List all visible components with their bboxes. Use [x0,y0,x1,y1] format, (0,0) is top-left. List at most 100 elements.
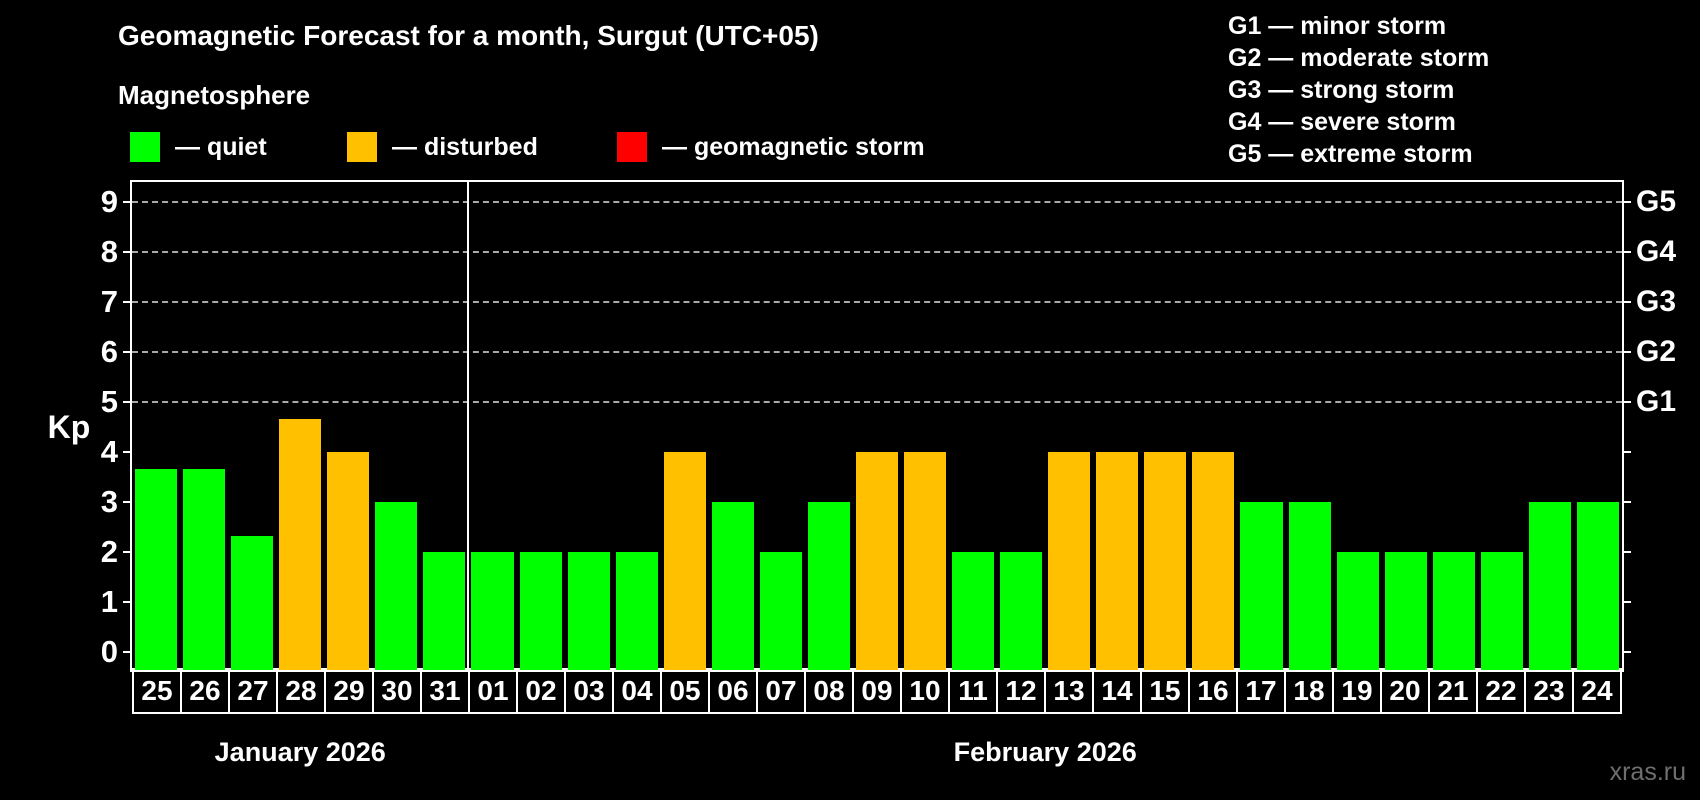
kp-tick-left-0 [123,651,132,653]
kp-bar-08 [807,502,850,670]
date-cell-05: 05 [660,668,710,714]
kp-tick-label-7: 7 [100,284,118,319]
g-axis-label-g2: G2 [1636,335,1677,368]
legend-label: — quiet [175,132,267,161]
gridline-kp7 [132,301,1622,303]
kp-bar-29 [327,452,370,670]
kp-bar-20 [1384,552,1427,670]
kp-tick-label-2: 2 [100,534,118,569]
kp-bar-26 [183,468,226,670]
storm-swatch-icon [617,132,647,162]
date-cell-06: 06 [708,668,758,714]
kp-bar-18 [1288,502,1331,670]
date-cell-14: 14 [1092,668,1142,714]
month-label-0: January 2026 [214,737,386,767]
kp-bar-17 [1240,502,1283,670]
kp-bar-31 [423,552,466,670]
gridline-kp6 [132,351,1622,353]
date-cell-23: 23 [1524,668,1574,714]
kp-tick-right-3 [1622,501,1631,503]
kp-axis-label: Kp [47,409,91,445]
kp-tick-left-9 [123,201,132,203]
legend-item-quiet: — quiet [130,130,267,164]
kp-tick-right-1 [1622,601,1631,603]
chart-title: Geomagnetic Forecast for a month, Surgut… [118,20,819,51]
date-cell-12: 12 [996,668,1046,714]
g-legend-line-g4: G4 — severe storm [1228,108,1456,136]
date-cell-02: 02 [516,668,566,714]
kp-bar-05 [663,452,706,670]
date-cell-28: 28 [276,668,326,714]
date-cell-09: 09 [852,668,902,714]
kp-bar-11 [952,552,995,670]
kp-bar-06 [711,502,754,670]
kp-tick-label-0: 0 [100,634,118,669]
g-legend-line-g1: G1 — minor storm [1228,12,1447,40]
kp-bar-09 [855,452,899,670]
date-axis: 25 26 27 28 29 30 31 01 02 03 04 05 06 07 08 09 10 11 12 13… [132,668,1622,714]
kp-bar-03 [567,552,610,670]
watermark: xras.ru [1609,758,1686,786]
kp-tick-left-7 [123,301,132,303]
kp-tick-right-8 [1622,251,1631,253]
kp-bar-16 [1192,452,1235,670]
kp-tick-left-1 [123,601,132,603]
kp-tick-label-4: 4 [100,434,118,469]
kp-bar-01 [471,552,514,670]
kp-bar-13 [1048,452,1091,670]
disturbed-swatch-icon [347,132,377,162]
kp-tick-right-6 [1622,351,1631,353]
kp-tick-right-4 [1622,451,1631,453]
date-cell-25: 25 [132,668,182,714]
kp-bar-28 [279,418,322,670]
gridline-kp8 [132,251,1622,253]
date-cell-04: 04 [612,668,662,714]
date-cell-21: 21 [1428,668,1478,714]
kp-bar-10 [904,452,947,670]
kp-tick-right-5 [1622,401,1631,403]
date-cell-08: 08 [804,668,854,714]
g-legend-line-g5: G5 — extreme storm [1228,140,1473,168]
kp-bar-14 [1096,452,1139,670]
plot-area [132,182,1622,670]
quiet-swatch-icon [130,132,160,162]
legend-item-disturbed: — disturbed [347,130,538,164]
kp-bar-24 [1576,502,1619,670]
kp-bar-07 [759,552,802,670]
gridline-kp9 [132,201,1622,203]
date-cell-07: 07 [756,668,806,714]
kp-tick-label-6: 6 [100,334,118,369]
kp-bar-15 [1144,452,1187,670]
date-cell-15: 15 [1140,668,1190,714]
kp-tick-left-3 [123,501,132,503]
kp-bar-04 [615,552,658,670]
kp-bar-22 [1480,552,1523,670]
date-cell-16: 16 [1188,668,1238,714]
kp-tick-right-7 [1622,301,1631,303]
legend-item-storm: — geomagnetic storm [617,130,925,164]
g-axis-label-g1: G1 [1636,385,1677,418]
kp-tick-right-9 [1622,201,1631,203]
date-cell-01: 01 [468,668,518,714]
kp-tick-left-4 [123,451,132,453]
date-cell-22: 22 [1476,668,1526,714]
date-cell-13: 13 [1044,668,1094,714]
kp-bar-30 [375,502,418,670]
date-cell-29: 29 [324,668,374,714]
kp-bar-25 [135,468,178,670]
date-cell-26: 26 [180,668,230,714]
g-axis-label-g4: G4 [1636,235,1677,268]
kp-tick-left-2 [123,551,132,553]
kp-tick-label-3: 3 [100,484,118,519]
date-cell-03: 03 [564,668,614,714]
date-cell-27: 27 [228,668,278,714]
kp-tick-left-8 [123,251,132,253]
month-separator-line [467,182,470,670]
date-cell-20: 20 [1380,668,1430,714]
date-cell-11: 11 [948,668,998,714]
kp-tick-right-0 [1622,651,1631,653]
kp-bar-19 [1336,552,1379,670]
kp-bar-12 [1000,552,1043,670]
kp-tick-label-9: 9 [100,184,118,219]
g-scale-legend: G1 — minor storm G2 — moderate storm G3 — … [1228,10,1489,170]
